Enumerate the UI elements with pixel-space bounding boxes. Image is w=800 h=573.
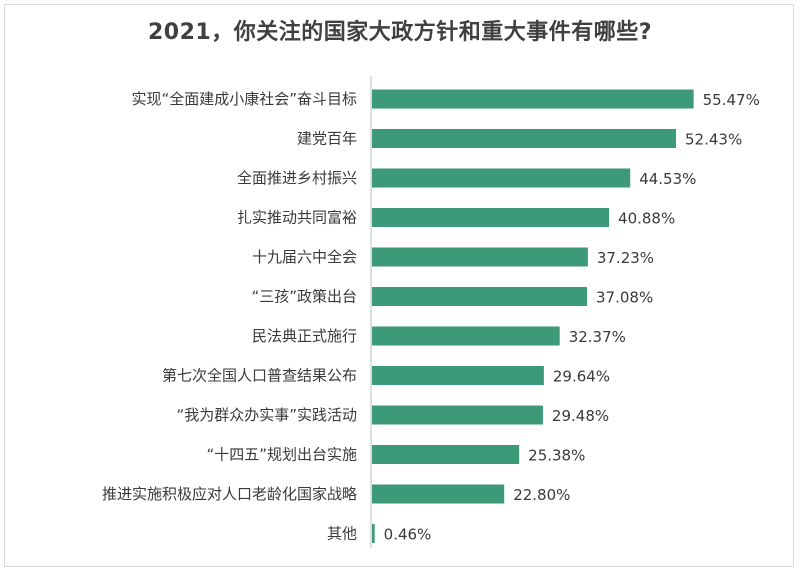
category-label: “十四五”规划出台实施 <box>206 446 357 464</box>
bar <box>372 247 588 267</box>
category-label: 其他 <box>327 525 357 543</box>
category-label: “三孩”政策出台 <box>251 288 357 306</box>
data-label: 29.48% <box>552 407 609 425</box>
data-label: 40.88% <box>618 210 675 228</box>
category-label: 民法典正式施行 <box>252 327 357 345</box>
category-label: 扎实推动共同富裕 <box>237 209 357 227</box>
data-label: 37.08% <box>596 289 653 307</box>
bar <box>372 445 520 464</box>
category-label: 全面推进乡村振兴 <box>237 169 357 187</box>
data-label: 29.64% <box>553 368 610 386</box>
data-label: 22.80% <box>513 486 570 504</box>
data-label: 0.46% <box>384 526 432 544</box>
bar <box>372 405 543 425</box>
category-label: “我为群众办实事”实践活动 <box>176 406 357 424</box>
bar <box>372 168 631 188</box>
bar <box>372 287 588 306</box>
category-label: 第七次全国人口普查结果公布 <box>162 367 357 385</box>
bar <box>372 129 677 148</box>
bar <box>372 89 694 109</box>
data-label: 32.37% <box>569 328 626 346</box>
data-label: 55.47% <box>703 91 760 109</box>
data-label: 52.43% <box>685 131 742 149</box>
data-label: 37.23% <box>597 249 654 267</box>
data-label: 44.53% <box>639 170 696 188</box>
bar <box>372 326 560 346</box>
bar <box>372 524 375 543</box>
bar <box>372 484 505 504</box>
bar <box>372 208 610 227</box>
data-label: 25.38% <box>528 447 585 465</box>
bar <box>372 366 544 385</box>
category-label: 建党百年 <box>297 130 357 148</box>
chart-title: 2021，你关注的国家大政方针和重大事件有哪些? <box>148 20 652 45</box>
category-label: 实现“全面建成小康社会”奋斗目标 <box>131 90 357 108</box>
category-label: 推进实施积极应对人口老龄化国家战略 <box>102 485 357 503</box>
category-label: 十九届六中全会 <box>252 248 357 266</box>
